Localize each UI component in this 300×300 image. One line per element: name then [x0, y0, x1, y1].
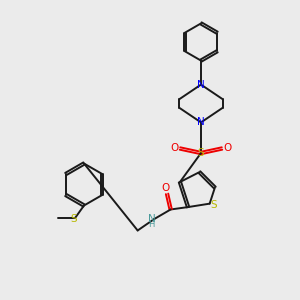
Text: O: O — [161, 183, 170, 193]
Text: H: H — [148, 220, 154, 229]
Text: N: N — [197, 117, 205, 128]
Text: N: N — [197, 80, 205, 90]
Text: O: O — [170, 143, 179, 153]
Text: N: N — [148, 214, 155, 224]
Text: S: S — [210, 200, 217, 210]
Text: S: S — [70, 214, 77, 224]
Text: O: O — [223, 143, 232, 153]
Text: S: S — [198, 148, 204, 158]
